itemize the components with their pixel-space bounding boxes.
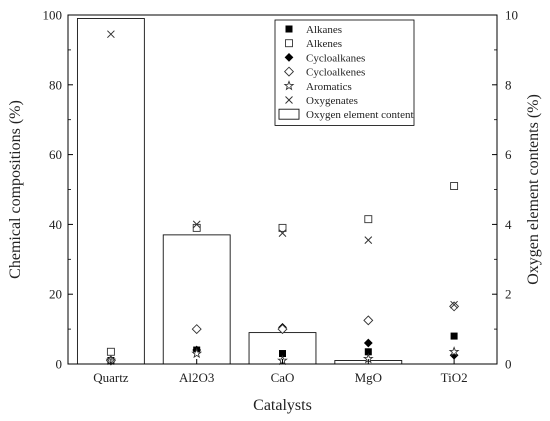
legend-marker-cycloalkanes xyxy=(284,53,294,62)
aromatics-point-al2o3 xyxy=(191,347,203,359)
x-tick-label-cao: CaO xyxy=(271,370,295,385)
alkenes-point-mgo xyxy=(364,215,373,224)
y-right-tick-label: 10 xyxy=(505,8,518,23)
legend-label-alkanes: Alkanes xyxy=(306,24,342,36)
oxygenates-point-al2o3 xyxy=(192,220,201,229)
oxygenates-point-tio2 xyxy=(450,300,458,309)
legend-marker-cycloalkenes xyxy=(283,66,295,77)
y-axis-left-title: Chemical compositions (%) xyxy=(7,100,24,279)
cycloalkenes-point-mgo xyxy=(363,315,374,326)
alkenes-point-al2o3 xyxy=(192,223,201,232)
legend-swatch-oxygen-element-content xyxy=(278,108,300,120)
legend-marker-aromatics xyxy=(283,80,295,91)
legend-marker-alkanes xyxy=(285,25,293,33)
y-left-tick-label: 20 xyxy=(49,287,62,302)
y-right-tick-label: 8 xyxy=(505,77,512,92)
x-tick-label-tio2: TiO2 xyxy=(441,370,468,385)
markers-layer xyxy=(105,30,460,366)
oxygen-bar-al2o3 xyxy=(162,234,231,365)
y-left-tick-label: 0 xyxy=(56,357,63,372)
y-right-tick-label: 4 xyxy=(505,217,512,232)
alkenes-point-tio2 xyxy=(450,182,459,190)
x-tick-label-quartz: Quartz xyxy=(93,370,129,385)
y-right-tick-label: 0 xyxy=(505,357,512,372)
aromatics-point-tio2 xyxy=(448,346,460,357)
legend-label-oxygen-element-content: Oxygen element content xyxy=(306,109,414,121)
y-left-tick-label: 80 xyxy=(49,77,62,92)
cycloalkenes-point-tio2 xyxy=(449,301,460,312)
alkanes-point-cao xyxy=(279,350,286,358)
legend-label-aromatics: Aromatics xyxy=(306,81,352,93)
y-left-tick-label: 60 xyxy=(49,147,62,162)
legend-marker-oxygenates xyxy=(285,96,293,104)
alkenes-point-quartz xyxy=(106,347,115,356)
legend-label-cycloalkanes: Cycloalkanes xyxy=(306,52,365,64)
y-left-tick-label: 40 xyxy=(49,217,62,232)
legend-label-alkenes: Alkenes xyxy=(306,38,342,50)
oxygenates-point-mgo xyxy=(364,236,373,244)
legend-marker-alkenes xyxy=(285,39,293,48)
y-right-tick-label: 6 xyxy=(505,147,512,162)
x-tick-label-mgo: MgO xyxy=(355,370,382,385)
oxygenates-point-cao xyxy=(278,229,287,237)
x-tick-label-al2o3: Al2O3 xyxy=(179,370,214,385)
cycloalkanes-point-mgo xyxy=(363,338,373,348)
y-right-tick-label: 2 xyxy=(505,287,512,302)
alkenes-point-cao xyxy=(278,223,287,232)
legend-label-cycloalkenes: Cycloalkenes xyxy=(306,67,365,79)
alkanes-point-tio2 xyxy=(450,332,458,340)
cycloalkenes-point-cao xyxy=(277,324,288,335)
legend-label-oxygenates: Oxygenates xyxy=(306,95,358,107)
oxygen-bar-quartz xyxy=(76,18,145,365)
y-axis-right-title: Oxygen element contents (%) xyxy=(525,94,542,285)
y-left-tick-label: 100 xyxy=(43,8,63,23)
x-axis-title: Catalysts xyxy=(253,397,312,414)
oxygenates-point-quartz xyxy=(107,30,115,39)
alkanes-point-mgo xyxy=(364,348,372,356)
ticks-layer: 0 20 40 60 80 100 0 2 4 6 8 10 Quartz Al2O3 CaO MgO TiO2 xyxy=(43,8,519,386)
legend: Alkanes Alkenes Cycloalkanes Cycloalkenes Ar… xyxy=(274,19,415,126)
legend-box xyxy=(274,19,415,126)
cycloalkenes-point-al2o3 xyxy=(191,324,202,335)
